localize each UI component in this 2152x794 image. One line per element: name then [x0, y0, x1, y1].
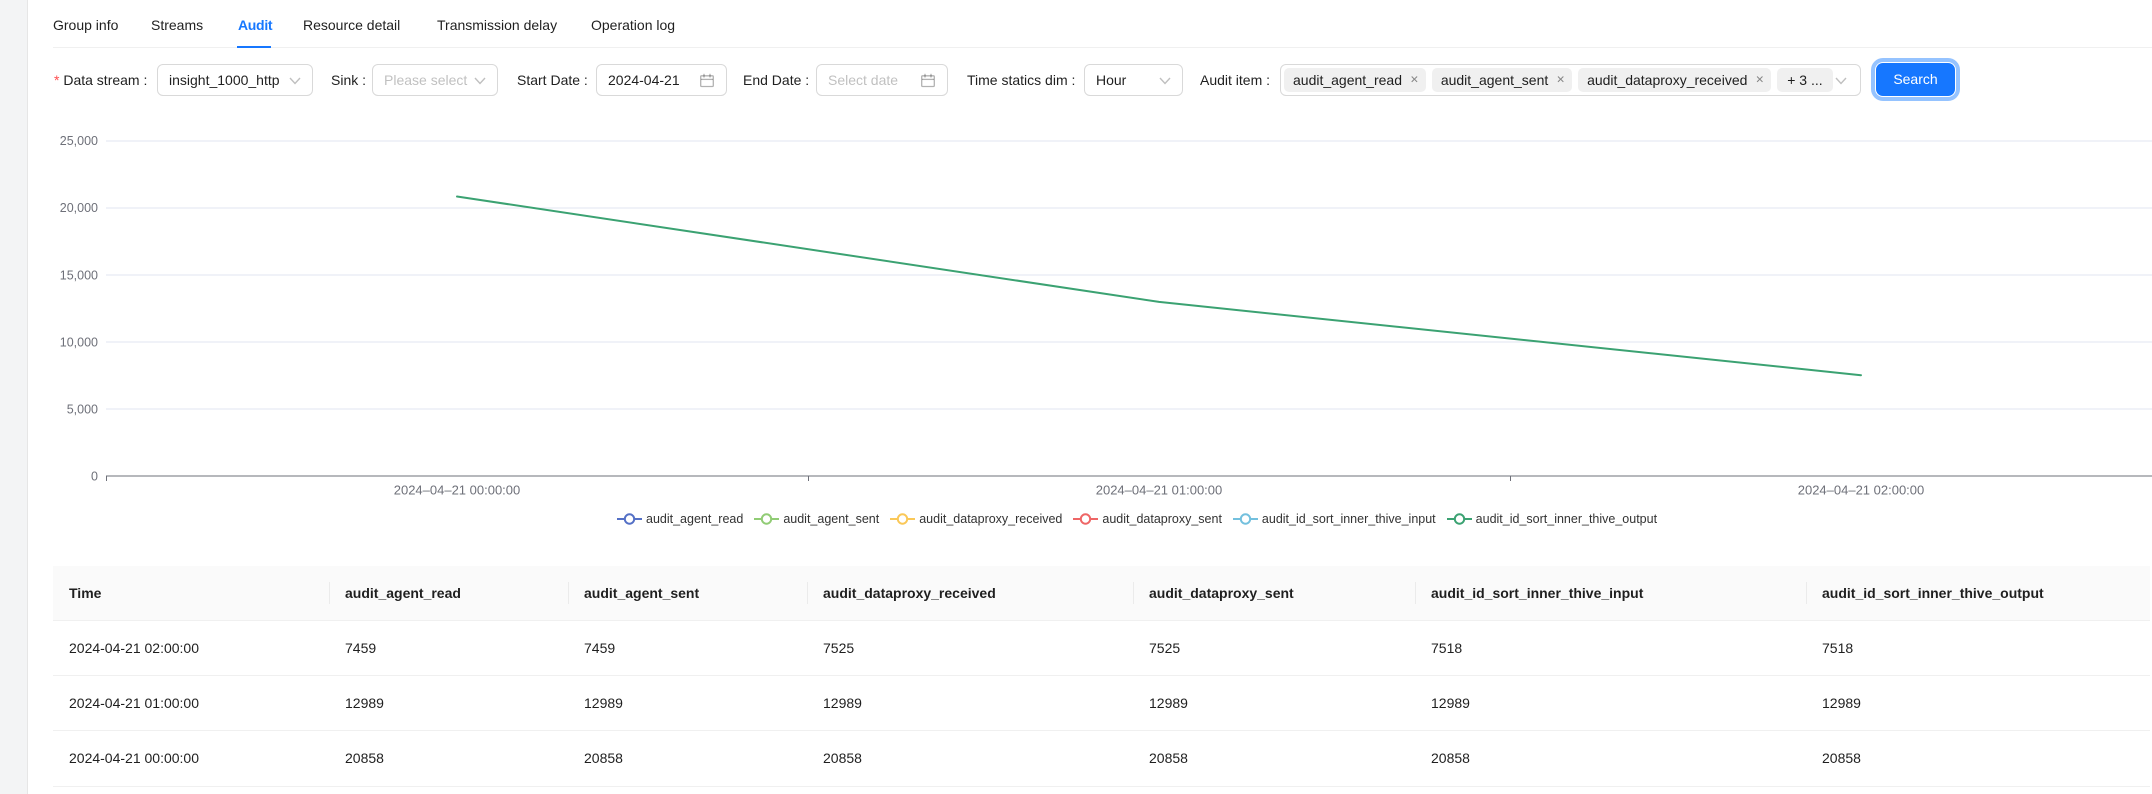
- svg-text:10,000: 10,000: [60, 335, 98, 349]
- svg-text:5,000: 5,000: [67, 403, 98, 417]
- svg-text:2024–04–21 00:00:00: 2024–04–21 00:00:00: [394, 483, 521, 498]
- svg-text:0: 0: [91, 470, 98, 484]
- svg-text:15,000: 15,000: [60, 268, 98, 282]
- svg-text:2024–04–21 01:00:00: 2024–04–21 01:00:00: [1096, 483, 1223, 498]
- svg-text:25,000: 25,000: [60, 134, 98, 148]
- svg-text:20,000: 20,000: [60, 201, 98, 215]
- svg-text:2024–04–21 02:00:00: 2024–04–21 02:00:00: [1798, 483, 1925, 498]
